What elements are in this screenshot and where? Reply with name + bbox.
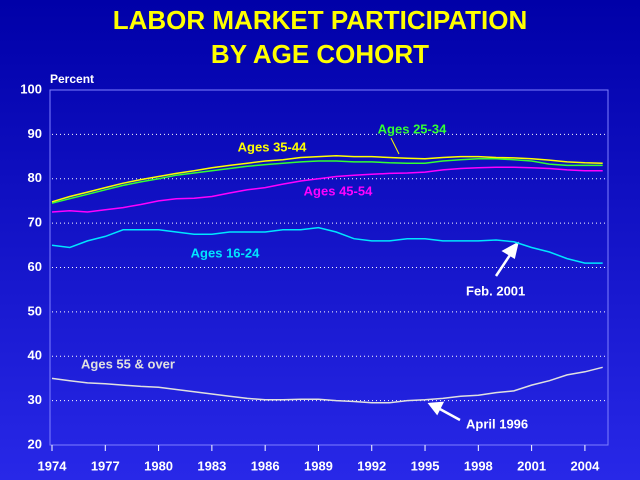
x-tick-label: 1983 <box>197 458 226 473</box>
y-tick-label: 90 <box>28 126 42 141</box>
series-label: Ages 16-24 <box>191 245 260 260</box>
annotation: April 1996 <box>466 416 528 431</box>
series-line <box>51 158 603 204</box>
y-axis-label: Percent <box>50 72 94 86</box>
y-tick-label: 70 <box>28 215 42 230</box>
series-line <box>51 154 603 203</box>
x-tick-label: 1989 <box>304 458 333 473</box>
x-tick-label: 2001 <box>517 458 546 473</box>
x-tick-label: 1977 <box>91 458 120 473</box>
plot-area <box>49 89 609 446</box>
x-tick-label: 1974 <box>38 458 68 473</box>
x-tick-label: 1992 <box>357 458 386 473</box>
series-label: Ages 35-44 <box>238 139 307 154</box>
label-leader <box>390 137 400 155</box>
y-tick-label: 100 <box>20 81 42 96</box>
y-tick-label: 30 <box>28 392 42 407</box>
series-label: Ages 45-54 <box>304 183 373 198</box>
y-tick-label: 20 <box>28 436 42 451</box>
x-tick-label: 1986 <box>251 458 280 473</box>
x-tick-label: 1995 <box>411 458 440 473</box>
y-tick-label: 50 <box>28 303 42 318</box>
x-tick-label: 1980 <box>144 458 173 473</box>
y-tick-label: 60 <box>28 259 42 274</box>
chart-title: LABOR MARKET PARTICIPATION <box>113 5 528 35</box>
annotation: Feb. 2001 <box>466 283 525 298</box>
y-tick-label: 40 <box>28 348 42 363</box>
arrows <box>427 241 519 422</box>
x-tick-label: 1998 <box>464 458 493 473</box>
chart-title: BY AGE COHORT <box>211 39 429 69</box>
series-line <box>51 226 603 264</box>
series-line <box>51 366 603 404</box>
series-label: Ages 25-34 <box>378 121 447 136</box>
series-label: Ages 55 & over <box>81 356 175 371</box>
y-tick-label: 80 <box>28 170 42 185</box>
series-line <box>51 166 603 213</box>
x-tick-label: 2004 <box>570 458 600 473</box>
